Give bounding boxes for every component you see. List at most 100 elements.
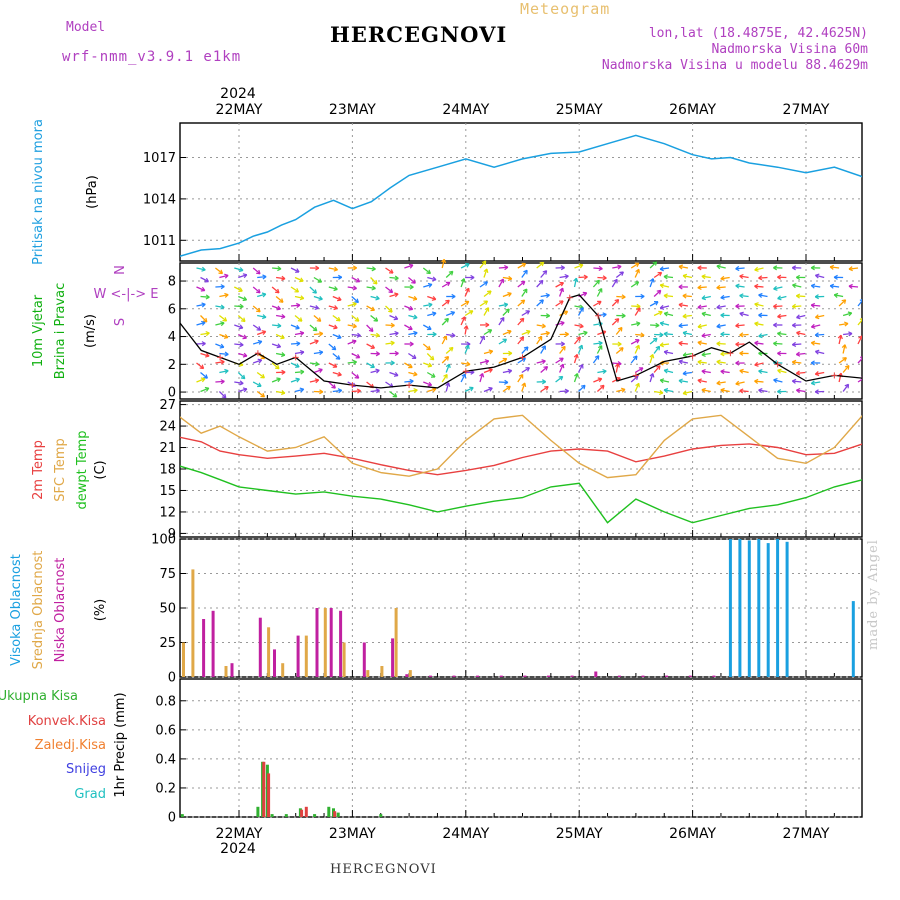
wind-barb <box>815 371 825 375</box>
wind-barb-head <box>222 319 227 322</box>
wind-barb-head <box>658 392 664 396</box>
wind-barb <box>313 368 323 374</box>
wind-barb <box>294 276 304 282</box>
wind-barb-head <box>682 313 687 317</box>
wind-barb-head <box>281 278 286 281</box>
wind-barb <box>215 267 223 275</box>
wind-barb <box>294 388 304 393</box>
wind-barb <box>290 342 301 345</box>
wind-barb-head <box>844 299 847 304</box>
precip-bar-conv_precip <box>262 761 266 817</box>
wind-barb-head <box>777 388 782 393</box>
wind-barb-head <box>810 265 815 269</box>
low-cloud-label: Niska Oblacnost <box>53 558 68 663</box>
wind-barb <box>574 305 584 309</box>
wind-barb-head <box>205 296 210 300</box>
wind-barb-head <box>754 266 759 271</box>
wind-barb <box>483 368 493 374</box>
wind-barb-head <box>810 323 815 328</box>
wind-barb <box>521 310 530 317</box>
pressure-ytick-label: 1014 <box>143 192 176 207</box>
wind-barb-head <box>773 322 778 326</box>
wind-barb-head <box>758 275 763 279</box>
wind-barb-head <box>201 303 206 308</box>
cloud-bar-low_cloud <box>452 675 456 677</box>
wind-barb-head <box>470 310 474 315</box>
wind-barb-head <box>527 310 531 315</box>
wind-barb <box>290 362 300 368</box>
wind-barb-head <box>274 291 280 294</box>
wind-barb-head <box>796 330 801 334</box>
wind-barb <box>634 383 640 392</box>
wind-barb <box>682 352 693 357</box>
wind-barb <box>351 390 361 393</box>
wind-barb <box>483 307 490 316</box>
wind-barb-head <box>243 388 248 393</box>
wind-barb <box>650 324 660 327</box>
snow-label: Snijeg <box>66 762 106 777</box>
wind-barb-head <box>413 389 418 394</box>
wind-barb-head <box>394 293 399 298</box>
wind-barb-head <box>258 359 263 364</box>
wind-barb-head <box>635 321 641 324</box>
wind-barb-head <box>754 340 759 344</box>
wind-barb-head <box>621 296 626 300</box>
lonlat-label: lon,lat (18.4875E, 42.4625N) <box>648 26 868 41</box>
wind-barb <box>663 333 674 336</box>
wind-barb <box>596 384 605 392</box>
wind-barb-head <box>562 364 565 369</box>
wind-barb-head <box>701 295 706 299</box>
wind-legend-n: N <box>113 265 128 275</box>
wind-barb <box>479 360 489 364</box>
wind-barb <box>404 324 413 330</box>
wind-barb <box>238 333 247 339</box>
wind-barb <box>276 276 286 280</box>
wind-barb <box>313 276 322 283</box>
wind-barb <box>815 333 825 336</box>
wind-barb <box>441 259 445 269</box>
wind-barb-head <box>701 351 706 356</box>
wind-barb-head <box>337 388 342 391</box>
wind-barb-head <box>427 365 432 368</box>
wind-barb-head <box>697 323 702 328</box>
wind-barb-head <box>863 356 864 360</box>
wind-barb-head <box>280 392 286 396</box>
wind-barb <box>441 374 448 383</box>
wind-barb <box>460 316 466 326</box>
wind-barb <box>290 324 300 330</box>
wind-barb-head <box>682 330 688 334</box>
wind-barb-head <box>239 344 244 348</box>
wind-barb <box>653 365 661 373</box>
wind-barb-head <box>300 388 305 393</box>
wind-barb-head <box>412 298 418 301</box>
wind-barb <box>252 286 261 294</box>
cloud-bar-mid_cloud <box>323 608 327 677</box>
wind-barb <box>366 267 376 270</box>
wind-barb <box>838 373 842 383</box>
wind-barb <box>479 281 488 288</box>
wind-barb-head <box>758 333 763 337</box>
wind-barb <box>309 286 317 294</box>
wind-barb-head <box>701 387 706 391</box>
wind-barb <box>219 352 229 356</box>
wind-ytick-label: 6 <box>168 302 176 317</box>
wind-barb-head <box>451 311 456 316</box>
wind-barb <box>796 331 806 336</box>
wind-barb <box>842 383 850 392</box>
day-label-top: 24MAY <box>442 102 489 118</box>
wind-barb <box>735 267 745 270</box>
cloud-bar-high_cloud <box>766 543 770 677</box>
wind-barb-head <box>660 321 665 324</box>
wind-label-2: Brzina i Pravac <box>53 283 68 380</box>
wind-barb <box>237 372 246 380</box>
wind-barb <box>811 324 821 328</box>
wind-barb <box>682 314 692 318</box>
wind-barb-head <box>353 340 357 345</box>
wind-barb <box>540 332 550 336</box>
wind-barb <box>404 264 414 269</box>
wind-barb-head <box>485 324 490 328</box>
wind-barb <box>483 290 492 298</box>
wind-barb <box>811 342 821 345</box>
wind-barb-head <box>277 325 282 329</box>
wind-barb <box>635 333 645 336</box>
